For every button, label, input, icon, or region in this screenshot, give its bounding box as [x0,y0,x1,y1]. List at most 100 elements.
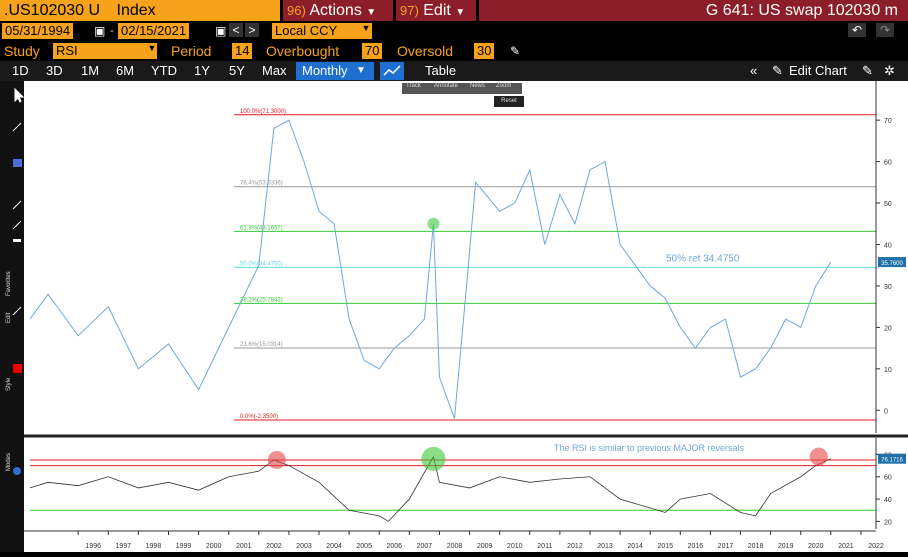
overbought-input[interactable]: 70 [362,43,383,59]
range-6m[interactable]: 6M [116,63,135,78]
title-bar: .US102030 U Index 96) Actions ▼ 97) Edit… [0,0,908,21]
period-input[interactable]: 14 [232,43,253,59]
brush-icon[interactable] [12,220,22,230]
edit-menu[interactable]: 97) Edit ▼ [396,0,476,21]
calendar-icon[interactable]: ▣ [215,24,227,38]
last-value-label: 35.7600 [881,261,903,267]
x-tick-label: 2017 [718,543,734,550]
chart-panel[interactable]: 100.0%(71.3000) 76.4%(53.9336) 61.8%(43.16… [24,81,908,552]
date-bar: 05/31/1994 ▣ - 02/15/2021 ▣ < > Local CC… [0,21,908,41]
chevron-down-icon: ▼ [356,65,366,76]
pencil-icon[interactable]: ✎ [509,44,521,58]
rsi-last-value-label: 76.1716 [881,458,903,464]
annotate-button[interactable]: Annotate [434,83,459,89]
range-ytd[interactable]: YTD [151,63,177,78]
y-tick-label: 30 [884,284,892,291]
y-tick-label: 20 [884,325,892,332]
x-tick-label: 2022 [868,543,884,550]
sidebar-style-label: Style [6,377,12,391]
text-tool-icon[interactable] [13,239,21,242]
ticker-symbol: .US102030 U [4,2,101,19]
overbought-label: Overbought [266,43,340,59]
color-picker-icon[interactable] [13,364,22,373]
trendline-icon[interactable] [12,122,22,132]
collapse-icon[interactable]: « [750,63,758,78]
chevron-down-icon: ▼ [147,43,157,53]
range-max[interactable]: Max [262,63,287,78]
next-arrow-icon[interactable]: > [245,23,259,37]
redo-icon[interactable]: ↷ [876,23,894,37]
y-tick-label: 10 [884,367,892,374]
range-toolbar: 1D 3D 1M 6M YTD 1Y 5Y Max Monthly ▼ Tabl… [0,61,908,81]
x-tick-label: 2002 [266,543,282,550]
cursor-icon[interactable] [14,87,25,103]
fib-label: 38.2%(25.7843) [240,297,283,303]
drawing-toolbar: Favorites Edit Style Modes [0,81,25,552]
x-tick-label: 2010 [507,543,523,550]
undo-icon[interactable]: ↶ [848,23,866,37]
security-title: G 641: US swap 102030 m [479,0,908,21]
edit-chart-button[interactable]: Edit Chart [789,63,847,78]
x-tick-label: 2003 [296,543,312,550]
toggle-icon[interactable] [13,467,21,475]
y-tick-label: 40 [884,242,892,249]
fib-label: 23.6%(15.0314) [240,342,283,348]
ticker-field[interactable]: .US102030 U Index [0,0,280,21]
price-series-line [29,119,832,419]
y-tick-label: 50 [884,201,892,208]
start-date-input[interactable]: 05/31/1994 [2,23,74,39]
x-tick-label: 1998 [146,543,162,550]
fib-label: 100.0%(71.3000) [240,109,286,115]
track-button[interactable]: Track [406,83,421,89]
x-tick-label: 2009 [477,543,493,550]
x-tick-label: 2001 [236,543,252,550]
range-1y[interactable]: 1Y [194,63,210,78]
chart-settings-icon[interactable]: ✎ [862,63,873,78]
chevron-down-icon: ▼ [361,23,371,33]
sidebar-edit-label: Edit [6,312,12,323]
range-5y[interactable]: 5Y [229,63,245,78]
study-select[interactable]: RSI [53,43,157,59]
chevron-down-icon: ▼ [366,7,377,18]
actions-num: 96) [287,3,306,18]
fib-label: 76.4%(53.9336) [240,181,283,187]
crop-icon[interactable] [12,306,22,316]
end-date-input[interactable]: 02/15/2021 [118,23,190,39]
currency-select[interactable]: Local CCY [272,23,372,39]
x-tick-label: 2016 [688,543,704,550]
period-label: Period [171,43,212,59]
reset-button[interactable]: Reset [494,96,524,107]
pen-icon[interactable] [12,200,22,210]
rsi-y-tick-label: 20 [884,519,892,526]
table-button[interactable]: Table [425,63,457,78]
calendar-icon[interactable]: ▣ [94,24,106,38]
gear-icon[interactable]: ✲ [884,63,895,78]
green-highlight-marker [427,217,440,230]
sidebar-modes-label: Modes [6,453,12,471]
chart-mode-popup: Track Annotate News Zoom [402,83,522,94]
oversold-input[interactable]: 30 [474,43,495,59]
zoom-button[interactable]: Zoom [496,83,512,89]
rectangle-icon[interactable] [13,159,22,167]
news-button[interactable]: News [470,83,486,89]
frequency-select[interactable]: Monthly ▼ [296,62,374,80]
sidebar-favorites-label: Favorites [6,271,12,296]
fib-label: 50.0%(34.4750) [240,261,283,267]
fib-label: 0.0%(-2.3500) [240,414,278,420]
x-tick-label: 2005 [356,543,372,550]
date-separator: - [110,23,114,37]
y-tick-label: 70 [884,118,892,125]
range-1m[interactable]: 1M [81,63,100,78]
x-tick-label: 2015 [657,543,673,550]
rsi-last-value-badge [878,453,906,464]
prev-arrow-icon[interactable]: < [229,23,243,37]
line-chart-icon[interactable] [380,62,404,80]
range-3d[interactable]: 3D [46,63,63,78]
x-tick-label: 2018 [748,543,764,550]
chevron-down-icon: ▼ [455,7,466,18]
x-tick-label: 1999 [176,543,192,550]
range-1d[interactable]: 1D [12,63,29,78]
actions-menu[interactable]: 96) Actions ▼ [283,0,393,21]
x-tick-label: 2004 [326,543,342,550]
x-tick-label: 2008 [447,543,463,550]
